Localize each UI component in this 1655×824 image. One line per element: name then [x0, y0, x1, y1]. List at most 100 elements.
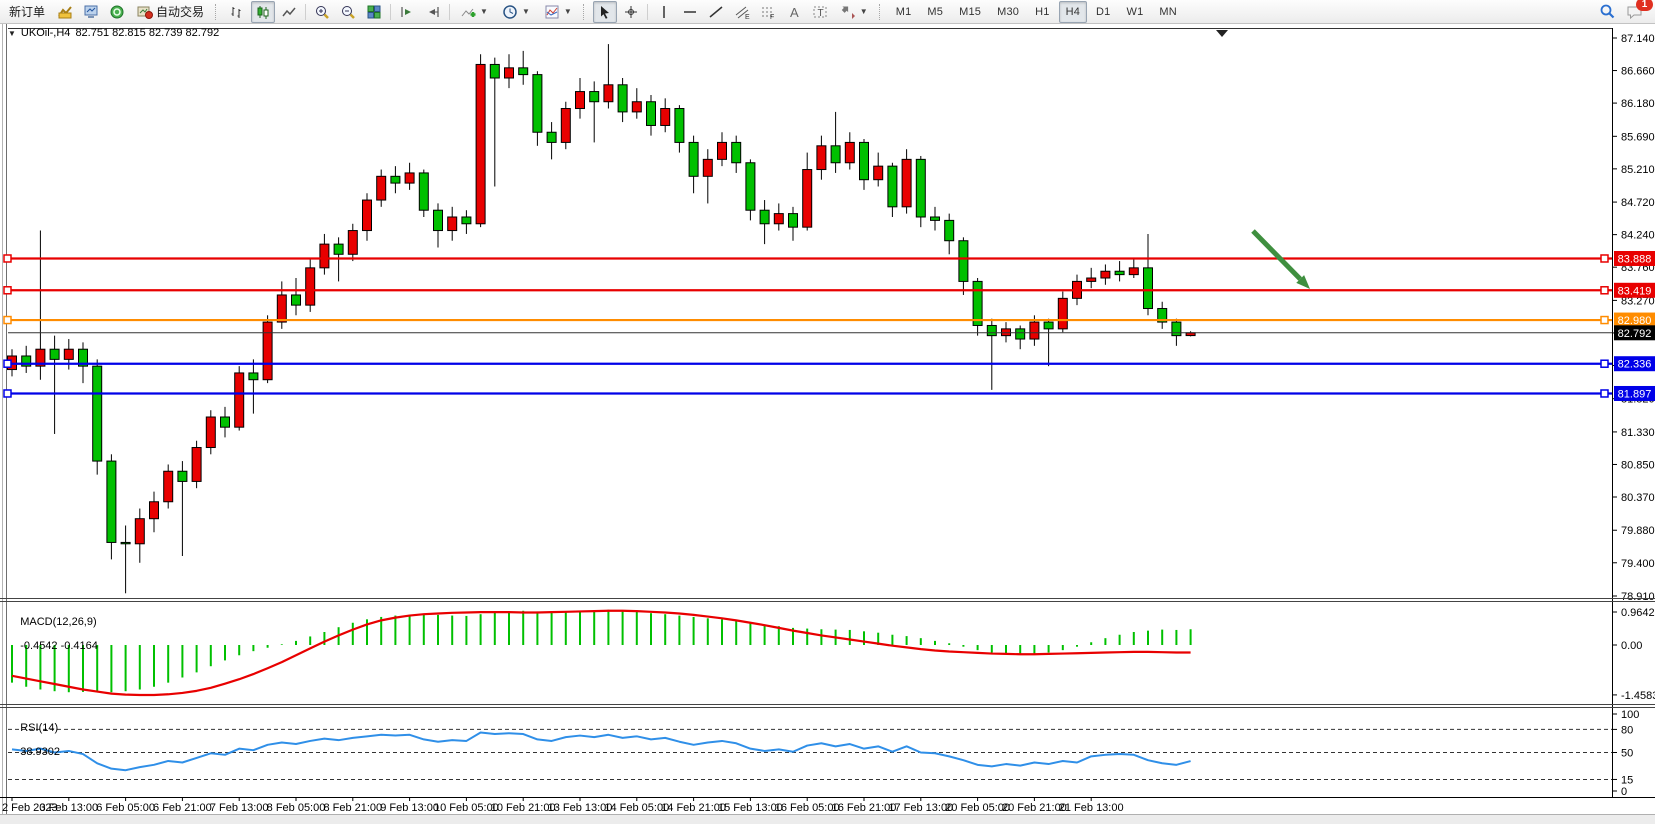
toolbar-gripper [582, 3, 589, 20]
navigator-button[interactable] [105, 1, 129, 23]
svg-text:E: E [745, 14, 750, 20]
auto-scroll-button[interactable] [395, 1, 419, 23]
line-handle[interactable] [1600, 286, 1609, 295]
periods-button[interactable]: ▼ [496, 1, 536, 23]
candle-body [944, 219, 955, 242]
trendline-tool-button[interactable] [704, 1, 728, 23]
candle-body [1057, 297, 1068, 330]
price-axis-tick-label: 86.180 [1621, 98, 1655, 110]
candle-body [702, 158, 713, 177]
macd-indicator-label: MACD(12,26,9) -0.4542 -0.4164 [8, 604, 98, 664]
line-handle[interactable] [3, 286, 12, 295]
indicators-button[interactable]: ▼ [454, 1, 494, 23]
candle-body [802, 169, 813, 228]
timeframe-button-m5[interactable]: M5 [927, 5, 944, 18]
line-handle[interactable] [3, 254, 12, 263]
rsi-axis-tick-label: 80 [1621, 724, 1633, 736]
equidistant-channel-tool-button[interactable]: E [730, 1, 754, 23]
candle-body [291, 294, 301, 306]
price-axis-tick-label: 81.330 [1621, 427, 1655, 439]
line-handle[interactable] [3, 389, 12, 398]
toolbar-separator [646, 3, 648, 20]
candle-body [319, 243, 330, 269]
candle-body [901, 158, 912, 208]
price-label [1614, 250, 1655, 266]
text-tool-button[interactable]: A [782, 1, 806, 23]
chart-header[interactable]: ▼ UKOil-,H4 82.751 82.815 82.739 82.792 [8, 27, 219, 39]
chart-canvas[interactable]: 87.140 86.660 86.180 85.690 85.210 84.720 84.2… [0, 24, 1655, 824]
price-label [1614, 356, 1655, 372]
candle-body [461, 216, 472, 225]
zoom-out-button[interactable] [336, 1, 360, 23]
timeframe-button-mn[interactable]: MN [1159, 5, 1177, 18]
time-axis-label: 9 Feb 13:00 [380, 802, 439, 814]
line-chart-icon [282, 7, 296, 16]
bar-chart-button[interactable] [225, 1, 249, 23]
arrows-caret-icon: ▼ [859, 7, 868, 16]
cursor-tool-button[interactable] [592, 0, 617, 23]
new-order-button[interactable]: 新订单 [3, 1, 51, 23]
chart-symbol-period: UKOil-,H4 [20, 27, 71, 39]
line-handle[interactable] [3, 359, 12, 368]
candle-body [930, 216, 940, 221]
price-axis-tick-label: 84.720 [1621, 197, 1655, 209]
candle-body [972, 280, 983, 326]
market-watch-button[interactable] [79, 1, 103, 23]
chart-shift-button[interactable] [421, 1, 445, 23]
candle-body [106, 460, 117, 543]
candle-body [234, 372, 245, 428]
price-label [1614, 312, 1655, 328]
timeframe-button-h1[interactable]: H1 [1035, 5, 1050, 18]
candle-body [347, 230, 358, 255]
line-handle[interactable] [1600, 315, 1609, 325]
trend-arrow-head[interactable] [1296, 275, 1310, 289]
candlestick-chart-button[interactable] [251, 0, 276, 23]
trend-arrow[interactable] [1251, 229, 1302, 281]
timeframe-button-d1[interactable]: D1 [1096, 5, 1111, 18]
notifications-button[interactable]: 1 [1622, 0, 1653, 23]
candle-body [660, 108, 671, 126]
crosshair-tool-button[interactable] [619, 1, 643, 23]
vertical-line-tool-button[interactable] [652, 1, 676, 23]
candle-body [149, 501, 159, 520]
time-axis-label: 15 Feb 13:00 [718, 802, 783, 814]
fibonacci-tool-button[interactable]: F [756, 1, 780, 23]
search-button[interactable] [1595, 1, 1620, 23]
line-handle[interactable] [1600, 359, 1609, 368]
candle-body [1029, 321, 1040, 340]
text-label-icon: T [813, 6, 827, 19]
chart-collapse-icon[interactable]: ▼ [8, 28, 16, 38]
autotrading-label: 自动交易 [156, 5, 205, 19]
tile-windows-button[interactable] [362, 1, 386, 23]
timeframe-button-m15[interactable]: M15 [959, 5, 982, 18]
timeframe-button-m1[interactable]: M1 [895, 5, 912, 18]
candle-body [1086, 277, 1097, 282]
candle-body [276, 294, 287, 323]
macd-values: -0.4542 -0.4164 [20, 640, 98, 652]
candle-body [489, 63, 500, 79]
timeframe-button-m30[interactable]: M30 [997, 5, 1020, 18]
arrows-tool-button[interactable]: ▼ [834, 1, 874, 23]
line-chart-button[interactable] [277, 1, 301, 23]
price-axis-tick-label: 85.690 [1621, 131, 1655, 143]
profile-charts-icon [58, 5, 72, 18]
horizontal-line-tool-button[interactable] [678, 1, 702, 23]
line-handle[interactable] [1600, 254, 1609, 263]
candle-body [35, 348, 46, 367]
candle-body [773, 213, 784, 225]
macd-signal-line [11, 609, 1191, 697]
text-label-tool-button[interactable]: T [808, 1, 832, 23]
autotrading-button[interactable]: 自动交易 [131, 1, 210, 23]
autotrading-icon [137, 6, 154, 19]
zoom-in-button[interactable] [310, 1, 334, 23]
notification-badge: 1 [1636, 0, 1653, 11]
line-handle[interactable] [1600, 389, 1609, 398]
timeframe-button-h4[interactable]: H4 [1058, 0, 1088, 23]
candle-body [447, 216, 458, 232]
templates-button[interactable]: ▼ [538, 1, 578, 23]
timeframe-button-w1[interactable]: W1 [1126, 5, 1144, 18]
candle-body [390, 175, 401, 184]
line-handle[interactable] [3, 315, 12, 325]
profile-charts-button[interactable] [53, 1, 77, 23]
